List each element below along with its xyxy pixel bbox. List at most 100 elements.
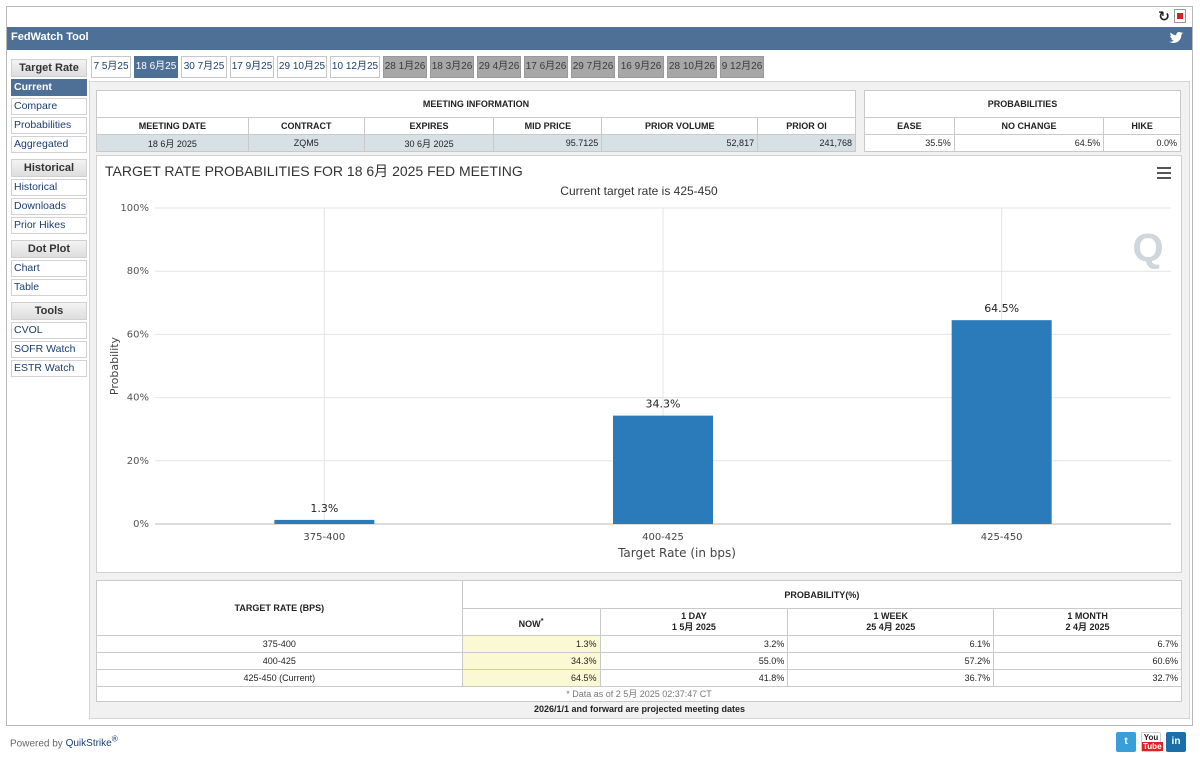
sidebar-item-prior-hikes[interactable]: Prior Hikes xyxy=(11,217,87,234)
title-bar: FedWatch Tool xyxy=(7,27,1192,50)
month-cell: 60.6% xyxy=(993,652,1182,670)
meeting-info-table: MEETING INFORMATION MEETING DATE CONTRAC… xyxy=(96,90,856,152)
sidebar-item-compare[interactable]: Compare xyxy=(11,98,87,115)
bar xyxy=(951,320,1052,524)
hike-value: 0.0% xyxy=(1103,134,1181,152)
youtube-icon[interactable]: You Tube xyxy=(1141,732,1163,752)
chart-subtitle: Current target rate is 425-450 xyxy=(560,184,718,198)
sidebar-item-estr-watch[interactable]: ESTR Watch xyxy=(11,360,87,377)
sidebar-item-cvol[interactable]: CVOL xyxy=(11,322,87,339)
meeting-date-value: 18 6月 2025 xyxy=(96,134,249,152)
twitter-bird-icon[interactable] xyxy=(1169,32,1184,44)
pdf-export-icon[interactable] xyxy=(1174,9,1186,23)
now-cell: 1.3% xyxy=(461,635,601,653)
hamburger-menu-icon[interactable] xyxy=(1157,167,1171,179)
table-row: 400-425 34.3% 55.0% 57.2% 60.6% xyxy=(96,652,1182,670)
data-label: 1.3% xyxy=(310,502,338,515)
now-cell: 34.3% xyxy=(461,652,601,670)
powered-by: Powered by QuikStrike® xyxy=(10,734,118,749)
linkedin-icon[interactable]: in xyxy=(1166,732,1186,752)
tab-meeting[interactable]: 29 4月26 xyxy=(477,56,521,78)
col-header: HIKE xyxy=(1103,117,1181,135)
tab-meeting[interactable]: 28 1月26 xyxy=(383,56,427,78)
sub-header-1-month: 1 MONTH 2 4月 2025 xyxy=(993,608,1182,636)
mid-price-value: 95.7125 xyxy=(493,134,603,152)
expires-value: 30 6月 2025 xyxy=(363,134,495,152)
y-tick-label: 40% xyxy=(127,393,149,404)
sidebar-item-probabilities[interactable]: Probabilities xyxy=(11,117,87,134)
app-frame: ↻ FedWatch Tool Target Rate Current Comp… xyxy=(6,6,1193,726)
probability-group-header: PROBABILITY(%) xyxy=(461,580,1183,609)
tab-meeting[interactable]: 29 10月25 xyxy=(277,56,327,78)
now-cell: 64.5% xyxy=(461,669,601,687)
contract-value: ZQM5 xyxy=(247,134,365,152)
sidebar-group-tools: Tools xyxy=(11,302,87,320)
sidebar-item-historical[interactable]: Historical xyxy=(11,179,87,196)
rate-cell: 425-450 (Current) xyxy=(96,669,463,687)
probabilities-title: PROBABILITIES xyxy=(864,90,1181,118)
ease-value: 35.5% xyxy=(864,134,955,152)
watermark-logo: Q xyxy=(1132,226,1163,270)
sidebar-item-sofr-watch[interactable]: SOFR Watch xyxy=(11,341,87,358)
table-row: 375-400 1.3% 3.2% 6.1% 6.7% xyxy=(96,635,1182,653)
reload-icon[interactable]: ↻ xyxy=(1158,8,1170,24)
tab-meeting[interactable]: 18 3月26 xyxy=(430,56,474,78)
probabilities-table: PROBABILITIES EASE NO CHANGE HIKE 35.5% … xyxy=(864,90,1181,152)
powered-by-label: Powered by xyxy=(10,738,63,750)
col-header: NO CHANGE xyxy=(953,117,1105,135)
rate-cell: 400-425 xyxy=(96,652,463,670)
tab-meeting[interactable]: 17 9月25 xyxy=(230,56,274,78)
data-label: 64.5% xyxy=(984,302,1019,315)
col-header: EASE xyxy=(864,117,955,135)
sidebar-item-current[interactable]: Current xyxy=(11,79,87,96)
x-tick-label: 375-400 xyxy=(303,532,345,543)
data-label: 34.3% xyxy=(646,398,681,411)
y-tick-label: 60% xyxy=(127,329,149,340)
app-title: FedWatch Tool xyxy=(11,31,89,43)
tab-meeting[interactable]: 16 9月26 xyxy=(618,56,664,78)
sidebar-item-aggregated[interactable]: Aggregated xyxy=(11,136,87,153)
y-tick-label: 80% xyxy=(127,266,149,277)
top-toolbar: ↻ xyxy=(7,7,1192,27)
tab-meeting[interactable]: 17 6月26 xyxy=(524,56,568,78)
month-cell: 6.7% xyxy=(993,635,1182,653)
bar xyxy=(274,519,375,524)
twitter-icon[interactable]: t xyxy=(1116,732,1136,752)
day-cell: 3.2% xyxy=(599,635,789,653)
prior-volume-value: 52,817 xyxy=(601,134,759,152)
x-axis-title: Target Rate (in bps) xyxy=(617,546,736,560)
prior-oi-value: 241,768 xyxy=(757,134,856,152)
y-axis-title: Probability xyxy=(108,336,121,395)
col-header: EXPIRES xyxy=(363,117,495,135)
tab-meeting[interactable]: 7 5月25 xyxy=(91,56,131,78)
target-rate-header: TARGET RATE (BPS) xyxy=(96,580,463,636)
tab-meeting[interactable]: 28 10月26 xyxy=(667,56,717,78)
brand-link[interactable]: QuikStrike® xyxy=(65,734,118,750)
table-row: 425-450 (Current) 64.5% 41.8% 36.7% 32.7… xyxy=(96,669,1182,687)
tab-meeting[interactable]: 18 6月25 xyxy=(134,56,178,78)
y-tick-label: 0% xyxy=(133,519,149,530)
chart-svg: Q 0% 20% 40% 60% 80% 100% 1.3% 375-400 34.3% 400-4… xyxy=(108,203,1171,560)
tab-meeting[interactable]: 10 12月25 xyxy=(330,56,380,78)
y-tick-label: 20% xyxy=(127,456,149,467)
sidebar-item-downloads[interactable]: Downloads xyxy=(11,198,87,215)
data-timestamp-note: * Data as of 2 5月 2025 02:37:47 CT xyxy=(96,687,1182,702)
month-cell: 32.7% xyxy=(993,669,1182,687)
col-header: PRIOR OI xyxy=(757,117,856,135)
day-cell: 55.0% xyxy=(599,652,789,670)
col-header: CONTRACT xyxy=(247,117,365,135)
rate-cell: 375-400 xyxy=(96,635,463,653)
x-tick-label: 425-450 xyxy=(981,532,1023,543)
tab-meeting[interactable]: 29 7月26 xyxy=(571,56,615,78)
chart-title: TARGET RATE PROBABILITIES FOR 18 6月 2025… xyxy=(105,163,523,179)
tab-meeting[interactable]: 30 7月25 xyxy=(181,56,227,78)
sub-header-now: NOW* xyxy=(461,608,601,636)
col-header: PRIOR VOLUME xyxy=(601,117,759,135)
day-cell: 41.8% xyxy=(599,669,789,687)
x-tick-label: 400-425 xyxy=(642,532,684,543)
y-tick-label: 100% xyxy=(120,203,149,214)
tab-meeting[interactable]: 9 12月26 xyxy=(720,56,764,78)
sidebar-item-table[interactable]: Table xyxy=(11,279,87,296)
week-cell: 36.7% xyxy=(787,669,995,687)
sidebar-item-chart[interactable]: Chart xyxy=(11,260,87,277)
